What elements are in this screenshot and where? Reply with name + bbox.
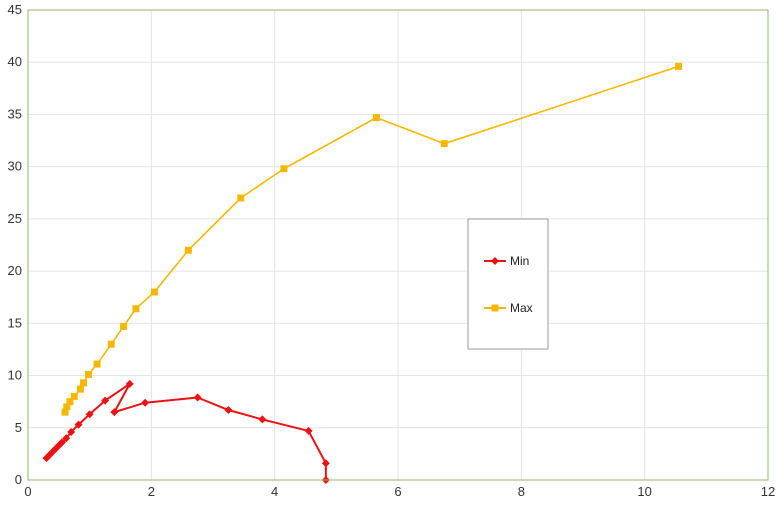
- data-point-max: [675, 62, 683, 70]
- y-tick-label: 0: [15, 472, 22, 487]
- data-point-max: [76, 385, 84, 393]
- grid: [27, 9, 769, 481]
- data-point-max: [237, 194, 245, 202]
- data-point-min: [110, 408, 119, 417]
- plot-frame: [27, 9, 769, 481]
- data-point-max: [280, 165, 288, 173]
- x-tick-label: 0: [24, 484, 31, 499]
- data-point-min: [85, 410, 94, 419]
- x-tick-label: 2: [148, 484, 155, 499]
- legend-marker: [491, 304, 499, 312]
- y-tick-label: 15: [8, 315, 22, 330]
- data-point-min: [67, 427, 76, 436]
- y-tick-label: 25: [8, 211, 22, 226]
- data-point-min: [321, 459, 330, 468]
- data-point-min: [193, 393, 202, 402]
- data-point-max: [107, 340, 115, 348]
- data-point-min: [141, 398, 150, 407]
- data-point-min: [258, 415, 267, 424]
- series-line-min: [45, 382, 327, 480]
- y-tick-label: 45: [8, 2, 22, 17]
- data-point-max: [184, 246, 192, 254]
- data-point-max: [93, 360, 101, 368]
- data-point-min: [125, 379, 134, 388]
- x-tick-label: 10: [637, 484, 651, 499]
- data-point-max: [80, 379, 87, 387]
- data-point-min: [101, 396, 110, 405]
- data-point-max: [66, 398, 74, 406]
- y-tick-label: 30: [8, 159, 22, 174]
- data-point-max: [61, 408, 69, 416]
- x-tick-label: 8: [518, 484, 525, 499]
- legend-items: Min Max: [484, 254, 533, 315]
- x-tick-label: 4: [271, 484, 278, 499]
- y-tick-label: 5: [15, 420, 22, 435]
- data-point-min: [57, 438, 66, 447]
- data-point-max: [132, 305, 140, 313]
- data-point-min: [62, 434, 71, 443]
- x-tick-label: 12: [761, 484, 775, 499]
- y-tick-label: 35: [8, 106, 22, 121]
- data-point-max: [63, 403, 71, 411]
- data-point-max: [150, 288, 158, 296]
- data-point-max: [372, 114, 380, 122]
- data-point-min: [224, 406, 233, 415]
- series-max: [61, 62, 683, 416]
- data-point-max: [70, 392, 78, 400]
- data-point-max: [120, 322, 128, 330]
- legend-item-max: Max: [484, 301, 533, 315]
- y-tick-label: 20: [8, 263, 22, 278]
- series-min: [42, 379, 330, 484]
- data-point-max: [440, 140, 448, 148]
- data-point-min: [304, 426, 313, 435]
- legend: Min Max: [467, 218, 549, 350]
- y-tick-label: 10: [8, 368, 22, 383]
- series-line-max: [64, 65, 679, 413]
- y-tick-label: 40: [8, 54, 22, 69]
- series-layer: [42, 62, 683, 484]
- data-point-max: [84, 371, 92, 379]
- legend-item-min: Min: [484, 254, 529, 268]
- tick-labels: 0 2 4 6 8 10 12 0 5 10 15 20 25 30 35 40 45: [8, 2, 776, 499]
- legend-label: Max: [510, 301, 533, 315]
- x-tick-label: 6: [394, 484, 401, 499]
- legend-marker: [491, 257, 499, 265]
- legend-label: Min: [510, 254, 529, 268]
- data-point-min: [74, 420, 83, 429]
- legend-box: [467, 218, 549, 350]
